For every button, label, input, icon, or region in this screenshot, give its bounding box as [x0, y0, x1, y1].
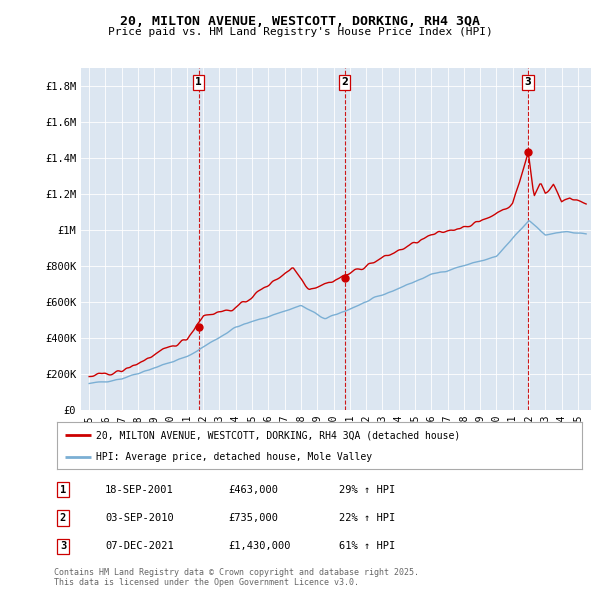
Text: 07-DEC-2021: 07-DEC-2021	[105, 542, 174, 551]
Text: 2: 2	[60, 513, 66, 523]
Text: £1,430,000: £1,430,000	[228, 542, 290, 551]
Text: 61% ↑ HPI: 61% ↑ HPI	[339, 542, 395, 551]
Text: HPI: Average price, detached house, Mole Valley: HPI: Average price, detached house, Mole…	[97, 453, 373, 462]
Text: 22% ↑ HPI: 22% ↑ HPI	[339, 513, 395, 523]
Text: £735,000: £735,000	[228, 513, 278, 523]
Text: 2: 2	[341, 77, 348, 87]
Text: 20, MILTON AVENUE, WESTCOTT, DORKING, RH4 3QA: 20, MILTON AVENUE, WESTCOTT, DORKING, RH…	[120, 15, 480, 28]
Text: Contains HM Land Registry data © Crown copyright and database right 2025.
This d: Contains HM Land Registry data © Crown c…	[54, 568, 419, 587]
Text: 3: 3	[60, 542, 66, 551]
Text: 1: 1	[60, 485, 66, 494]
Text: 18-SEP-2001: 18-SEP-2001	[105, 485, 174, 494]
Text: 1: 1	[195, 77, 202, 87]
Text: £463,000: £463,000	[228, 485, 278, 494]
Text: 29% ↑ HPI: 29% ↑ HPI	[339, 485, 395, 494]
Text: Price paid vs. HM Land Registry's House Price Index (HPI): Price paid vs. HM Land Registry's House …	[107, 27, 493, 37]
Text: 03-SEP-2010: 03-SEP-2010	[105, 513, 174, 523]
Text: 3: 3	[524, 77, 532, 87]
Text: 20, MILTON AVENUE, WESTCOTT, DORKING, RH4 3QA (detached house): 20, MILTON AVENUE, WESTCOTT, DORKING, RH…	[97, 430, 461, 440]
